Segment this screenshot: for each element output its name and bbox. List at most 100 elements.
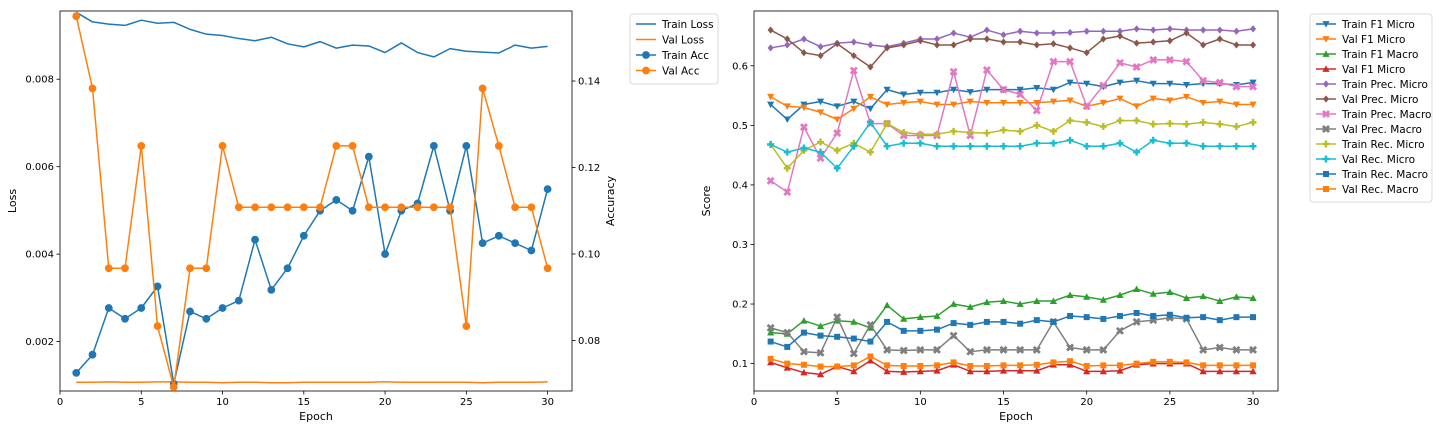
data-point bbox=[1200, 314, 1207, 321]
data-point bbox=[1033, 84, 1041, 92]
legend-label: Val F1 Micro bbox=[1342, 34, 1405, 46]
data-point bbox=[202, 314, 211, 323]
legend-item: Val Prec. Micro bbox=[1316, 94, 1418, 106]
data-point bbox=[967, 35, 974, 43]
data-point bbox=[1016, 300, 1024, 307]
data-point bbox=[1000, 318, 1007, 325]
legend-marker bbox=[1322, 95, 1330, 103]
data-point bbox=[1215, 78, 1224, 87]
data-point bbox=[800, 144, 808, 152]
data-point bbox=[900, 129, 908, 137]
data-point bbox=[884, 362, 891, 369]
legend-frame bbox=[1309, 13, 1433, 203]
data-point bbox=[1233, 362, 1240, 369]
x-tick-label: 5 bbox=[834, 397, 840, 408]
data-point bbox=[900, 41, 907, 49]
data-point bbox=[917, 327, 924, 334]
data-point bbox=[494, 141, 503, 150]
series-val-f1-micro bbox=[767, 357, 1257, 378]
data-point bbox=[267, 285, 276, 294]
data-point bbox=[850, 38, 857, 46]
data-point bbox=[1100, 35, 1107, 43]
data-point bbox=[1100, 362, 1107, 369]
data-point bbox=[543, 264, 552, 273]
legend-item: Val F1 Micro bbox=[1316, 64, 1405, 76]
data-point bbox=[834, 333, 841, 340]
series-line bbox=[770, 29, 1254, 68]
data-point bbox=[1183, 139, 1191, 147]
x-tick-label: 10 bbox=[216, 397, 229, 408]
series-train-prec-micro bbox=[767, 25, 1257, 52]
data-point bbox=[1115, 326, 1124, 335]
data-point bbox=[783, 328, 792, 337]
legend-marker bbox=[1323, 171, 1329, 177]
data-point bbox=[816, 348, 825, 357]
series-train-rec-macro bbox=[767, 309, 1257, 350]
data-point bbox=[413, 203, 422, 212]
series-val-acc bbox=[72, 12, 552, 392]
data-point bbox=[867, 338, 874, 345]
data-point bbox=[884, 44, 891, 52]
data-point bbox=[967, 362, 974, 369]
legend-label: Train F1 Macro bbox=[1341, 49, 1418, 61]
legend-label: Val Loss bbox=[662, 34, 704, 46]
legend-label: Train Rec. Micro bbox=[1341, 139, 1425, 151]
data-point bbox=[1249, 101, 1257, 109]
data-point bbox=[234, 296, 243, 305]
data-point bbox=[1099, 296, 1107, 303]
data-point bbox=[1149, 120, 1157, 128]
data-point bbox=[800, 368, 808, 376]
data-point bbox=[966, 142, 974, 150]
score-metrics-chart: 0 5 10 15 20 25 30 0.1 0.2 0.3 0.4 0.5 0.6 Epoch Score… bbox=[700, 10, 1433, 423]
data-point bbox=[234, 203, 243, 212]
data-point bbox=[251, 203, 259, 212]
x-tick-label: 10 bbox=[914, 397, 927, 408]
data-point bbox=[283, 203, 292, 212]
data-point bbox=[1116, 79, 1124, 87]
series-line bbox=[75, 16, 549, 388]
data-point bbox=[1200, 41, 1207, 49]
data-point bbox=[1133, 77, 1141, 85]
series-line bbox=[770, 355, 1254, 368]
loss-accuracy-chart: 0 5 10 15 20 25 30 0.002 0.004 0.006 0.008 0.08 0.10… bbox=[6, 10, 719, 423]
data-point bbox=[1033, 297, 1041, 304]
data-point bbox=[1182, 294, 1191, 301]
data-point bbox=[800, 317, 808, 324]
legend-marker bbox=[642, 66, 650, 75]
data-point bbox=[817, 138, 825, 146]
data-point bbox=[833, 164, 841, 172]
data-point bbox=[933, 326, 940, 333]
x-tick-label: 20 bbox=[1080, 397, 1093, 408]
data-point bbox=[983, 318, 990, 325]
data-point bbox=[397, 203, 406, 212]
data-point bbox=[784, 41, 791, 49]
data-point bbox=[950, 142, 958, 150]
data-point bbox=[1017, 38, 1024, 46]
data-point bbox=[1133, 25, 1140, 33]
data-point bbox=[1199, 142, 1207, 150]
data-point bbox=[783, 364, 791, 371]
data-point bbox=[817, 43, 824, 51]
data-point bbox=[1216, 120, 1224, 128]
data-point bbox=[1166, 97, 1174, 104]
data-point bbox=[850, 98, 858, 106]
series-train-prec-macro bbox=[766, 55, 1258, 197]
data-point bbox=[494, 231, 503, 240]
y-right-tick-label: 0.10 bbox=[578, 249, 600, 260]
data-point bbox=[849, 349, 858, 358]
y-tick-label: 0.3 bbox=[732, 240, 748, 251]
data-point bbox=[950, 41, 957, 49]
data-point bbox=[1099, 81, 1108, 90]
data-point bbox=[767, 338, 774, 345]
data-point bbox=[1083, 80, 1091, 88]
data-point bbox=[1199, 367, 1207, 375]
data-point bbox=[1016, 142, 1024, 150]
data-point bbox=[153, 282, 162, 291]
data-point bbox=[949, 67, 958, 76]
legend-label: Val Rec. Micro bbox=[1342, 154, 1415, 166]
data-point bbox=[866, 118, 874, 126]
data-point bbox=[916, 139, 924, 147]
data-point bbox=[1050, 29, 1057, 37]
legend-marker bbox=[1322, 65, 1330, 72]
